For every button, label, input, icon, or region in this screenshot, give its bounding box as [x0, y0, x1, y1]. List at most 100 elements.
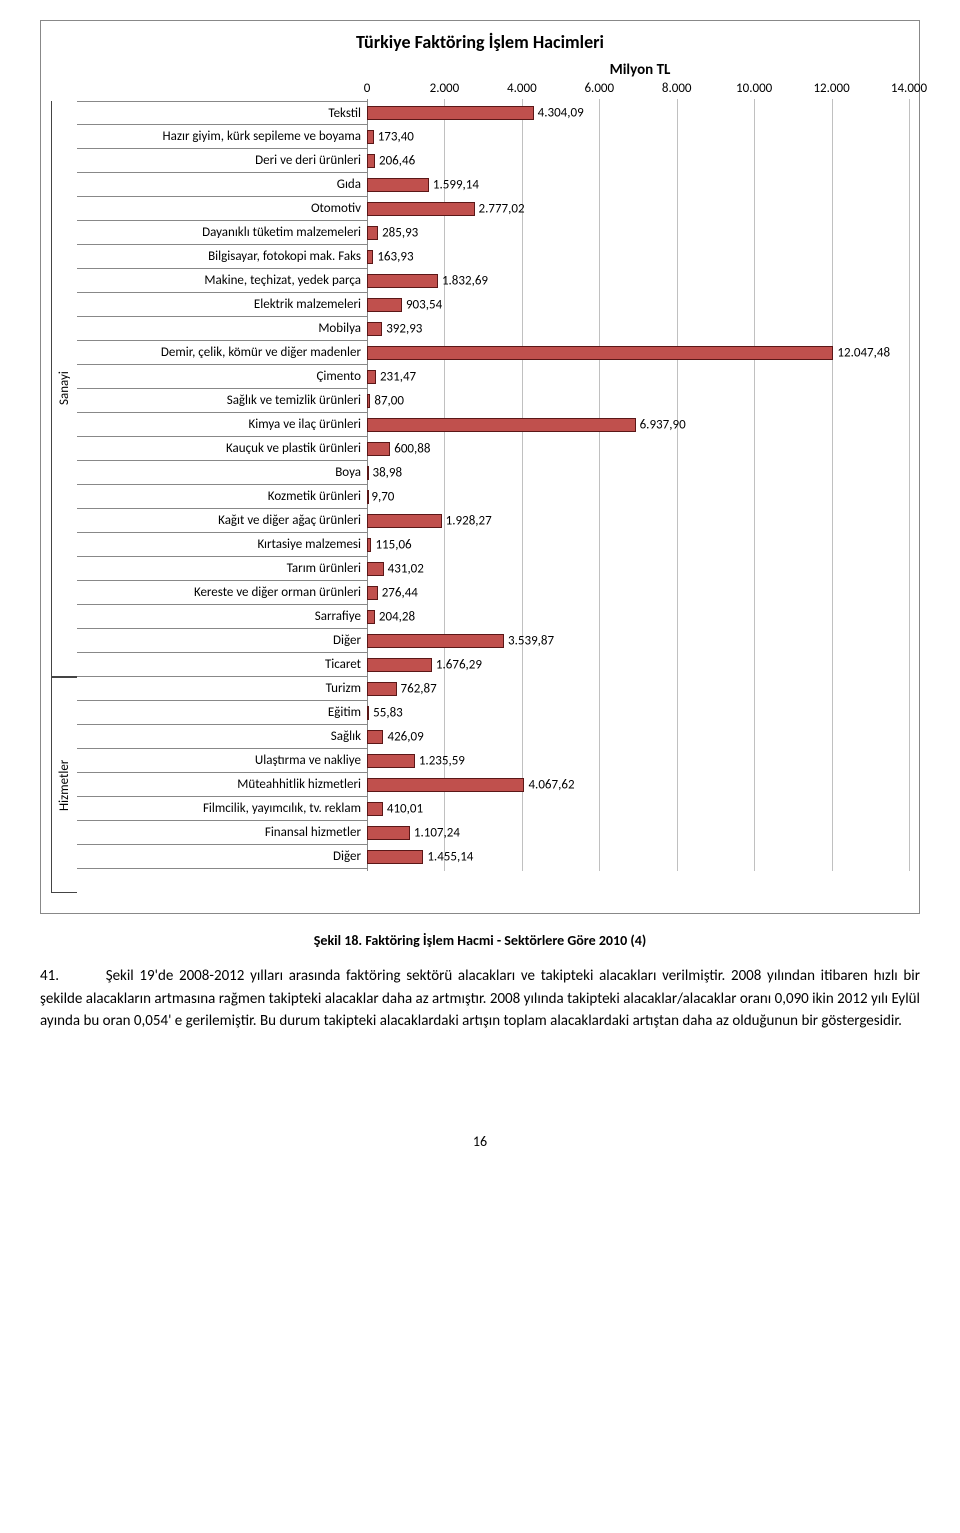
plot-area: 1.599,14	[367, 173, 909, 197]
category-label: Finansal hizmetler	[77, 821, 367, 845]
bar-value-label: 431,02	[384, 562, 424, 577]
chart-row: Bilgisayar, fotokopi mak. Faks163,93	[77, 245, 909, 269]
chart-row: Tekstil4.304,09	[77, 101, 909, 125]
plot-area: 231,47	[367, 365, 909, 389]
chart-row: Kimya ve ilaç ürünleri6.937,90	[77, 413, 909, 437]
chart-row: Mobilya 392,93	[77, 317, 909, 341]
category-label: Ulaştırma ve nakliye	[77, 749, 367, 773]
bar	[367, 778, 524, 792]
y-axis-groups: SanayiHizmetler	[51, 101, 77, 893]
bar-value-label: 1.455,14	[423, 850, 473, 865]
category-label: Kauçuk ve plastik ürünleri	[77, 437, 367, 461]
chart-row: Kereste ve diğer orman ürünleri276,44	[77, 581, 909, 605]
bar	[367, 346, 833, 360]
category-label: Diğer	[77, 845, 367, 869]
bar	[367, 274, 438, 288]
bar	[367, 298, 402, 312]
category-label: Diğer	[77, 629, 367, 653]
category-label: Tarım ürünleri	[77, 557, 367, 581]
category-label: Gıda	[77, 173, 367, 197]
bar-value-label: 6.937,90	[636, 418, 686, 433]
x-tick-label: 8.000	[662, 81, 692, 96]
category-label: Ticaret	[77, 653, 367, 677]
bar	[367, 802, 383, 816]
category-label: Müteahhitlik hizmetleri	[77, 773, 367, 797]
bar	[367, 370, 376, 384]
category-label: Hazır giyim, kürk sepileme ve boyama	[77, 125, 367, 149]
category-label: Eğitim	[77, 701, 367, 725]
bar-value-label: 1.832,69	[438, 274, 488, 289]
chart-row: Diğer 1.455,14	[77, 845, 909, 869]
plot-area: 3.539,87	[367, 629, 909, 653]
category-label: Sağlık ve temizlik ürünleri	[77, 389, 367, 413]
bar	[367, 826, 410, 840]
bar	[367, 226, 378, 240]
x-tick-label: 10.000	[736, 81, 772, 96]
plot-area: 87,00	[367, 389, 909, 413]
plot-area: 1.676,29	[367, 653, 909, 677]
category-label: Kırtasiye malzemesi	[77, 533, 367, 557]
bar-value-label: 410,01	[383, 802, 423, 817]
plot-area: 1.832,69	[367, 269, 909, 293]
plot-area: 1.928,27	[367, 509, 909, 533]
bar	[367, 106, 534, 120]
bar-value-label: 173,40	[374, 130, 414, 145]
plot-area: 392,93	[367, 317, 909, 341]
category-label: Turizm	[77, 677, 367, 701]
x-tick-label: 4.000	[507, 81, 537, 96]
bar-value-label: 1.107,24	[410, 826, 460, 841]
bar-value-label: 55,83	[369, 706, 403, 721]
chart-container: Türkiye Faktöring İşlem Hacimleri Milyon…	[40, 20, 920, 914]
bar-value-label: 285,93	[378, 226, 418, 241]
plot-area: 9,70	[367, 485, 909, 509]
chart-rows: Tekstil4.304,09Hazır giyim, kürk sepilem…	[77, 101, 909, 893]
chart-row: Makine, teçhizat, yedek parça1.832,69	[77, 269, 909, 293]
plot-area: 1.107,24	[367, 821, 909, 845]
bar-value-label: 392,93	[382, 322, 422, 337]
bar	[367, 202, 475, 216]
plot-area: 410,01	[367, 797, 909, 821]
category-label: Filmcilik, yayımcılık, tv. reklam	[77, 797, 367, 821]
bar	[367, 442, 390, 456]
chart-row: Dayanıklı tüketim malzemeleri285,93	[77, 221, 909, 245]
plot-area: 38,98	[367, 461, 909, 485]
bar	[367, 154, 375, 168]
x-axis: 02.0004.0006.0008.00010.00012.00014.000	[51, 81, 909, 99]
bar	[367, 658, 432, 672]
category-label: Otomotiv	[77, 197, 367, 221]
bar-value-label: 1.599,14	[429, 178, 479, 193]
chart-row: Ticaret1.676,29	[77, 653, 909, 677]
x-tick-label: 14.000	[891, 81, 927, 96]
bar	[367, 418, 636, 432]
plot-area: 4.304,09	[367, 101, 909, 125]
bar-value-label: 115,06	[371, 538, 411, 553]
paragraph-text: Şekil 19'de 2008-2012 yılları arasında f…	[40, 967, 920, 1030]
chart-row: Demir, çelik, kömür ve diğer madenler12.…	[77, 341, 909, 365]
bar-value-label: 204,28	[375, 610, 415, 625]
category-label: Sağlık	[77, 725, 367, 749]
x-tick-label: 12.000	[813, 81, 849, 96]
bar	[367, 130, 374, 144]
chart-row: Kağıt ve diğer ağaç ürünleri1.928,27	[77, 509, 909, 533]
plot-area: 6.937,90	[367, 413, 909, 437]
bar-value-label: 87,00	[370, 394, 404, 409]
chart-row: Müteahhitlik hizmetleri4.067,62	[77, 773, 909, 797]
bar	[367, 586, 378, 600]
category-label: Kereste ve diğer orman ürünleri	[77, 581, 367, 605]
bar-value-label: 1.235,59	[415, 754, 465, 769]
body-paragraph: 41. Şekil 19'de 2008-2012 yılları arasın…	[40, 965, 920, 1033]
bar-value-label: 3.539,87	[504, 634, 554, 649]
category-label: Boya	[77, 461, 367, 485]
bar	[367, 610, 375, 624]
category-label: Tekstil	[77, 101, 367, 125]
chart-row: Boya38,98	[77, 461, 909, 485]
category-label: Mobilya	[77, 317, 367, 341]
bar-value-label: 206,46	[375, 154, 415, 169]
chart-row: Elektrik malzemeleri903,54	[77, 293, 909, 317]
plot-area: 431,02	[367, 557, 909, 581]
plot-area: 285,93	[367, 221, 909, 245]
chart-row: Sağlık ve temizlik ürünleri87,00	[77, 389, 909, 413]
plot-area: 173,40	[367, 125, 909, 149]
plot-area: 426,09	[367, 725, 909, 749]
chart-row: Sağlık426,09	[77, 725, 909, 749]
